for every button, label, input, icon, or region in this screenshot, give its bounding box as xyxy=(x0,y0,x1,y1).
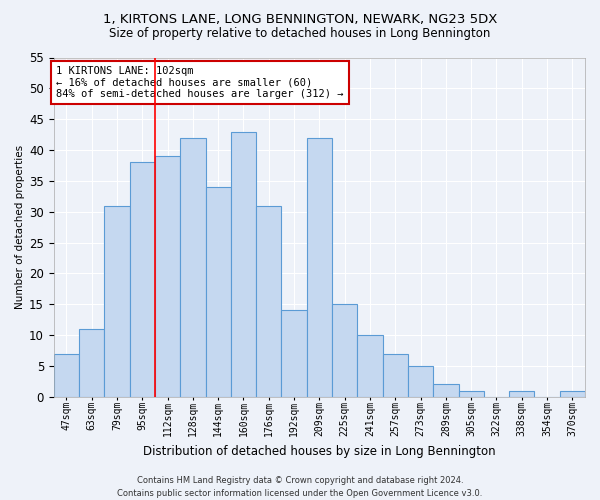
Bar xyxy=(104,206,130,397)
Text: 1 KIRTONS LANE: 102sqm
← 16% of detached houses are smaller (60)
84% of semi-det: 1 KIRTONS LANE: 102sqm ← 16% of detached… xyxy=(56,66,344,99)
Bar xyxy=(54,354,79,397)
X-axis label: Distribution of detached houses by size in Long Bennington: Distribution of detached houses by size … xyxy=(143,444,496,458)
Text: Size of property relative to detached houses in Long Bennington: Size of property relative to detached ho… xyxy=(109,28,491,40)
Bar xyxy=(332,304,358,397)
Bar xyxy=(256,206,281,397)
Text: 1, KIRTONS LANE, LONG BENNINGTON, NEWARK, NG23 5DX: 1, KIRTONS LANE, LONG BENNINGTON, NEWARK… xyxy=(103,12,497,26)
Bar xyxy=(433,384,458,397)
Bar xyxy=(130,162,155,397)
Bar xyxy=(206,187,231,397)
Bar xyxy=(560,390,585,397)
Bar xyxy=(358,335,383,397)
Y-axis label: Number of detached properties: Number of detached properties xyxy=(15,145,25,309)
Bar xyxy=(458,390,484,397)
Bar xyxy=(509,390,535,397)
Bar xyxy=(307,138,332,397)
Bar xyxy=(408,366,433,397)
Bar xyxy=(79,329,104,397)
Bar xyxy=(383,354,408,397)
Bar xyxy=(155,156,180,397)
Bar xyxy=(281,310,307,397)
Text: Contains HM Land Registry data © Crown copyright and database right 2024.
Contai: Contains HM Land Registry data © Crown c… xyxy=(118,476,482,498)
Bar xyxy=(180,138,206,397)
Bar xyxy=(231,132,256,397)
